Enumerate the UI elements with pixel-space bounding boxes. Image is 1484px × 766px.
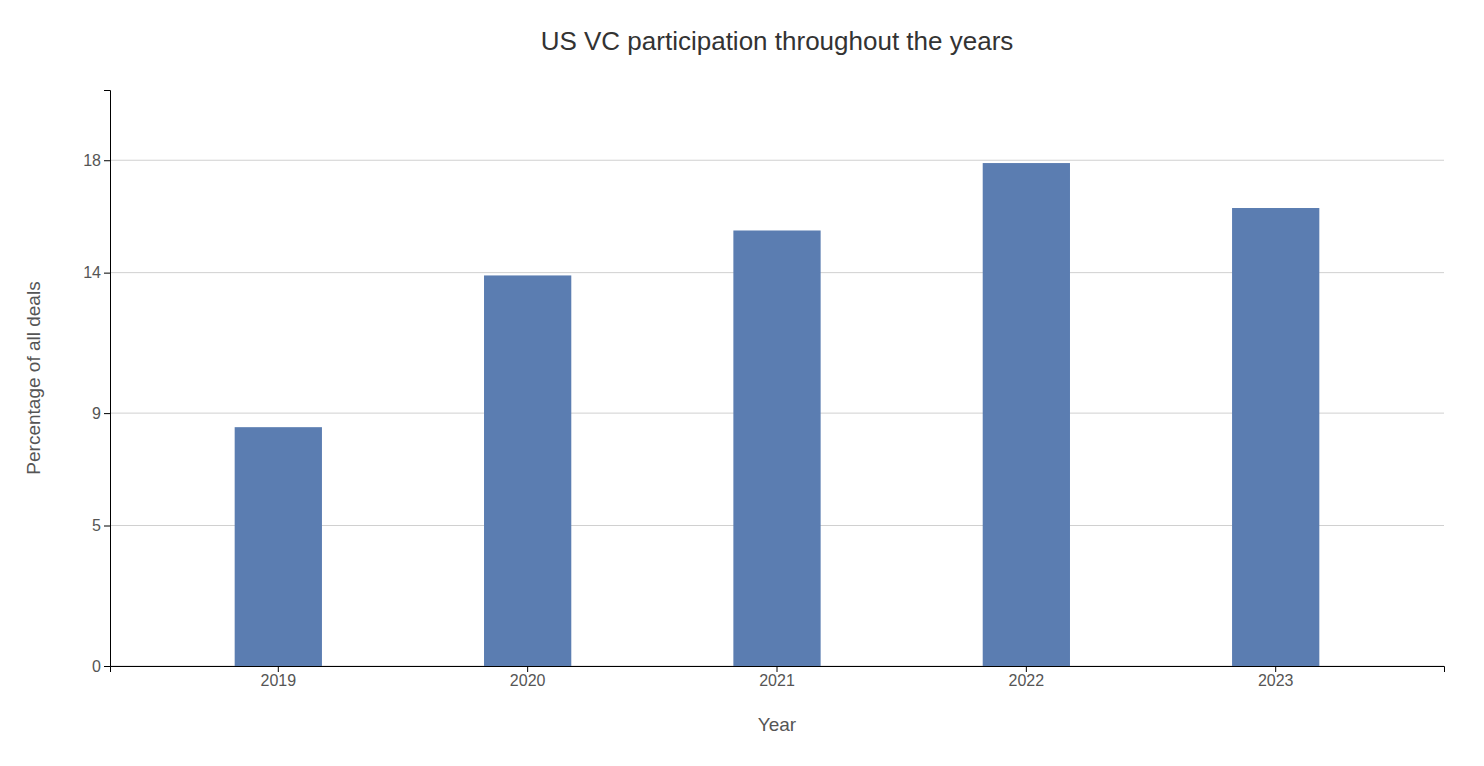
y-tick: 9: [92, 405, 110, 422]
bar: [983, 163, 1070, 666]
chart: 2019 2020 2021 2022 2023 0 5 9 14 18 US VC partici…: [0, 0, 1484, 766]
y-tick: 18: [83, 152, 110, 169]
x-axis: 2019 2020 2021 2022 2023: [111, 666, 1445, 689]
x-tick-mark: [527, 666, 528, 672]
y-tick-mark: [104, 413, 110, 414]
y-tick-mark: [104, 526, 110, 527]
x-tick-label: 2020: [510, 672, 546, 689]
y-tick: 5: [92, 517, 110, 534]
y-tick-label: 5: [92, 517, 101, 534]
y-axis-title: Percentage of all deals: [23, 281, 44, 474]
y-tick: 0: [92, 658, 110, 675]
grid-line: [110, 160, 1444, 161]
x-axis-title: Year: [758, 714, 797, 735]
bar: [235, 427, 322, 666]
x-tick: 2019: [261, 666, 297, 689]
x-axis-line: [111, 667, 1445, 673]
y-tick-label: 18: [83, 152, 101, 169]
x-tick: 2023: [1258, 666, 1294, 689]
title: US VC participation throughout the years: [541, 26, 1014, 56]
x-tick: 2020: [510, 666, 546, 689]
y-tick-mark: [104, 160, 110, 161]
grid: [110, 160, 1444, 666]
x-tick-mark: [777, 666, 778, 672]
bar: [484, 275, 571, 666]
y-tick-label: 0: [92, 658, 101, 675]
y-axis-line: [104, 91, 111, 667]
x-tick: 2022: [1009, 666, 1045, 689]
bar: [733, 230, 820, 666]
bar: [1232, 208, 1319, 666]
y-tick-mark: [104, 273, 110, 274]
x-tick-mark: [278, 666, 279, 672]
y-tick-label: 9: [92, 405, 101, 422]
y-axis: 0 5 9 14 18: [83, 91, 110, 675]
y-tick-mark: [104, 666, 110, 667]
bars: [235, 163, 1320, 666]
plot-area: 2019 2020 2021 2022 2023 0 5 9 14 18: [83, 91, 1444, 690]
x-tick-label: 2021: [759, 672, 795, 689]
y-tick: 14: [83, 264, 110, 281]
x-tick-label: 2023: [1258, 672, 1294, 689]
x-tick-label: 2022: [1009, 672, 1045, 689]
x-tick-mark: [1275, 666, 1276, 672]
x-tick-label: 2019: [261, 672, 297, 689]
x-tick: 2021: [759, 666, 795, 689]
y-tick-label: 14: [83, 264, 101, 281]
x-tick-mark: [1026, 666, 1027, 672]
